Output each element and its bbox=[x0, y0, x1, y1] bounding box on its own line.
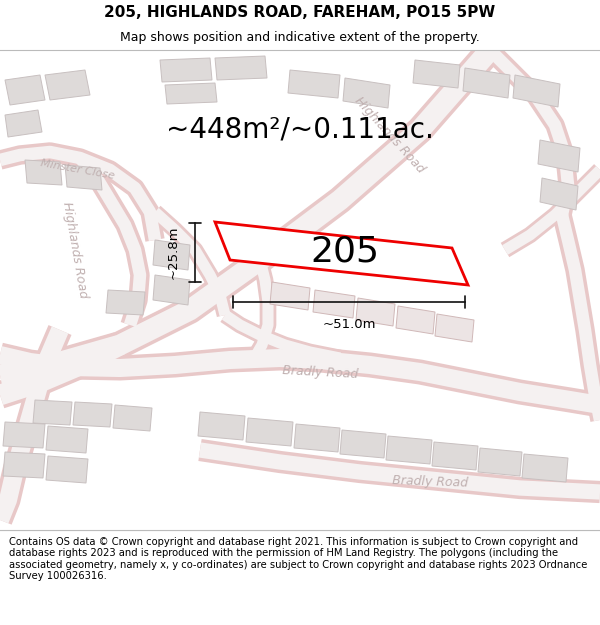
Polygon shape bbox=[270, 282, 310, 310]
Polygon shape bbox=[160, 58, 212, 82]
Polygon shape bbox=[478, 448, 522, 476]
Polygon shape bbox=[513, 75, 560, 107]
Polygon shape bbox=[396, 306, 435, 334]
Polygon shape bbox=[73, 402, 112, 427]
Polygon shape bbox=[540, 178, 578, 210]
Text: Highlands Road: Highlands Road bbox=[352, 94, 428, 176]
Polygon shape bbox=[65, 165, 102, 190]
Polygon shape bbox=[288, 70, 340, 98]
Text: Map shows position and indicative extent of the property.: Map shows position and indicative extent… bbox=[120, 31, 480, 44]
Text: ~448m²/~0.111ac.: ~448m²/~0.111ac. bbox=[166, 116, 434, 144]
Polygon shape bbox=[165, 83, 217, 104]
Text: Minster Close: Minster Close bbox=[40, 159, 116, 181]
Text: ~51.0m: ~51.0m bbox=[322, 318, 376, 331]
Polygon shape bbox=[46, 426, 88, 453]
Polygon shape bbox=[215, 222, 468, 285]
Polygon shape bbox=[3, 452, 45, 478]
Text: ~25.8m: ~25.8m bbox=[167, 226, 179, 279]
Polygon shape bbox=[106, 290, 145, 315]
Text: 205, HIGHLANDS ROAD, FAREHAM, PO15 5PW: 205, HIGHLANDS ROAD, FAREHAM, PO15 5PW bbox=[104, 5, 496, 20]
Polygon shape bbox=[198, 412, 245, 440]
Polygon shape bbox=[153, 275, 190, 305]
Polygon shape bbox=[3, 422, 45, 448]
Polygon shape bbox=[313, 290, 355, 318]
Text: 205: 205 bbox=[311, 235, 380, 269]
Polygon shape bbox=[45, 70, 90, 100]
Polygon shape bbox=[538, 140, 580, 172]
Text: Highlands Road: Highlands Road bbox=[60, 201, 90, 299]
Polygon shape bbox=[343, 78, 390, 108]
Polygon shape bbox=[340, 430, 386, 458]
Polygon shape bbox=[413, 60, 460, 88]
Polygon shape bbox=[246, 418, 293, 446]
Polygon shape bbox=[153, 240, 190, 270]
Polygon shape bbox=[5, 110, 42, 137]
Text: Bradly Road: Bradly Road bbox=[392, 474, 468, 490]
Polygon shape bbox=[432, 442, 478, 470]
Polygon shape bbox=[294, 424, 340, 452]
Text: Bradly Road: Bradly Road bbox=[282, 364, 358, 381]
Polygon shape bbox=[435, 314, 474, 342]
Polygon shape bbox=[386, 436, 432, 464]
Polygon shape bbox=[33, 400, 72, 425]
Polygon shape bbox=[5, 75, 45, 105]
Text: Contains OS data © Crown copyright and database right 2021. This information is : Contains OS data © Crown copyright and d… bbox=[9, 537, 587, 581]
Polygon shape bbox=[356, 298, 395, 326]
Polygon shape bbox=[463, 68, 510, 98]
Polygon shape bbox=[522, 454, 568, 482]
Polygon shape bbox=[25, 160, 62, 185]
Polygon shape bbox=[113, 405, 152, 431]
Polygon shape bbox=[46, 456, 88, 483]
Polygon shape bbox=[215, 56, 267, 80]
